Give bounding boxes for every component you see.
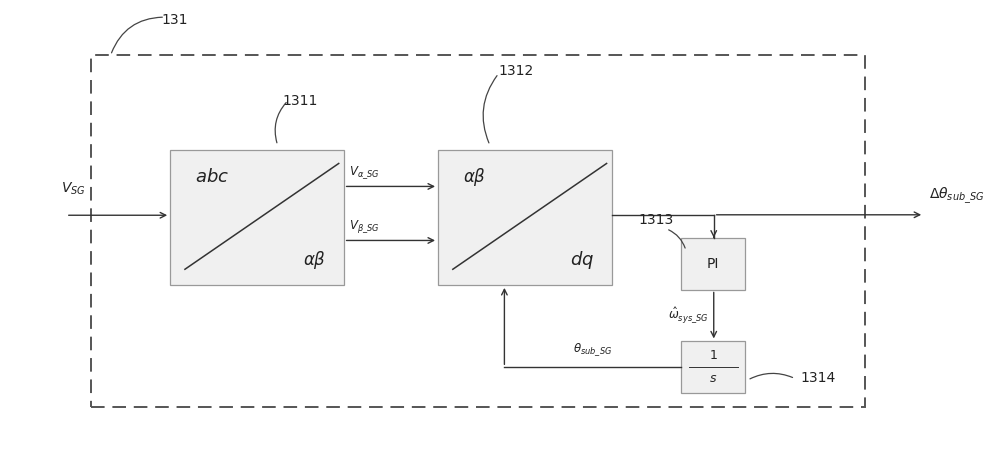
Text: 1311: 1311 <box>283 94 318 108</box>
Text: $V_{SG}$: $V_{SG}$ <box>61 181 86 197</box>
Text: s: s <box>710 372 716 385</box>
Text: $V_{\beta\_SG}$: $V_{\beta\_SG}$ <box>349 217 379 235</box>
Text: $dq$: $dq$ <box>570 249 594 271</box>
Text: 131: 131 <box>162 13 188 27</box>
Text: $abc$: $abc$ <box>195 168 229 186</box>
Bar <box>91 55 865 407</box>
Text: 1314: 1314 <box>800 371 835 385</box>
Text: $\theta_{sub\_SG}$: $\theta_{sub\_SG}$ <box>573 342 612 358</box>
Text: 1313: 1313 <box>639 212 674 226</box>
Text: 1312: 1312 <box>498 64 534 78</box>
Bar <box>170 150 344 285</box>
Text: $\alpha\beta$: $\alpha\beta$ <box>463 166 486 188</box>
Text: $V_{\alpha\_SG}$: $V_{\alpha\_SG}$ <box>349 164 379 181</box>
Bar <box>681 341 745 393</box>
Bar <box>681 238 745 289</box>
Text: $\Delta\theta_{sub\_SG}$: $\Delta\theta_{sub\_SG}$ <box>929 185 984 206</box>
Text: 1: 1 <box>709 349 717 362</box>
Bar <box>438 150 612 285</box>
Text: $\alpha\beta$: $\alpha\beta$ <box>303 249 326 271</box>
Text: PI: PI <box>707 257 719 270</box>
Text: $\hat{\omega}_{sys\_SG}$: $\hat{\omega}_{sys\_SG}$ <box>668 305 709 325</box>
